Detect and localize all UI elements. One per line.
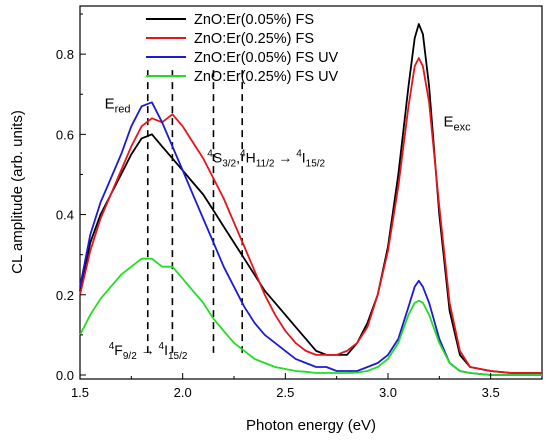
x-tick-label: 2.5	[276, 385, 294, 400]
y-axis-title: CL amplitude (arb. units)	[9, 110, 26, 274]
legend-label-3: ZnO:Er(0.25%) FS UV	[194, 69, 339, 85]
series-line-3	[79, 257, 542, 376]
transition-markers	[146, 70, 244, 353]
x-tick-label: 1.5	[71, 385, 89, 400]
y-tick-label: 0.2	[56, 288, 74, 303]
x-axis-title: Photon energy (eV)	[246, 417, 376, 434]
legend-label-2: ZnO:Er(0.05%) FS UV	[194, 50, 339, 66]
plot-area-frame	[79, 5, 543, 380]
legend: ZnO:Er(0.05%) FS ZnO:Er(0.25%) FS ZnO:Er(0…	[146, 12, 339, 85]
y-tick-label: 0.8	[56, 47, 74, 62]
series-line-1	[79, 57, 542, 374]
annotation-eexc: Eexc	[443, 113, 471, 133]
annotation-f-transition: 4F9/2 → 4I15/2	[109, 341, 188, 362]
legend-label-1: ZnO:Er(0.25%) FS	[194, 31, 314, 47]
x-tick-label: 2.0	[174, 385, 192, 400]
annotations: Ered Eexc 4S3/2,4H11/2 → 4I15/2 4F9/2 → 4I1…	[105, 95, 471, 362]
series-line-2	[79, 101, 542, 376]
y-tick-label: 0.4	[56, 208, 74, 223]
annotation-s-h-transition: 4S3/2,4H11/2 → 4I15/2	[207, 148, 325, 169]
x-axis-ticks: 1.5 2.0 2.5 3.0 3.5	[71, 373, 500, 400]
y-tick-label: 0.0	[56, 368, 74, 383]
x-tick-label: 3.5	[482, 385, 500, 400]
y-tick-label: 0.6	[56, 127, 74, 142]
y-axis-ticks: 0.0 0.2 0.4 0.6 0.8	[56, 13, 86, 383]
annotation-ered: Ered	[105, 95, 131, 115]
legend-label-0: ZnO:Er(0.05%) FS	[194, 12, 314, 28]
series-lines	[79, 23, 542, 376]
x-tick-label: 3.0	[379, 385, 397, 400]
